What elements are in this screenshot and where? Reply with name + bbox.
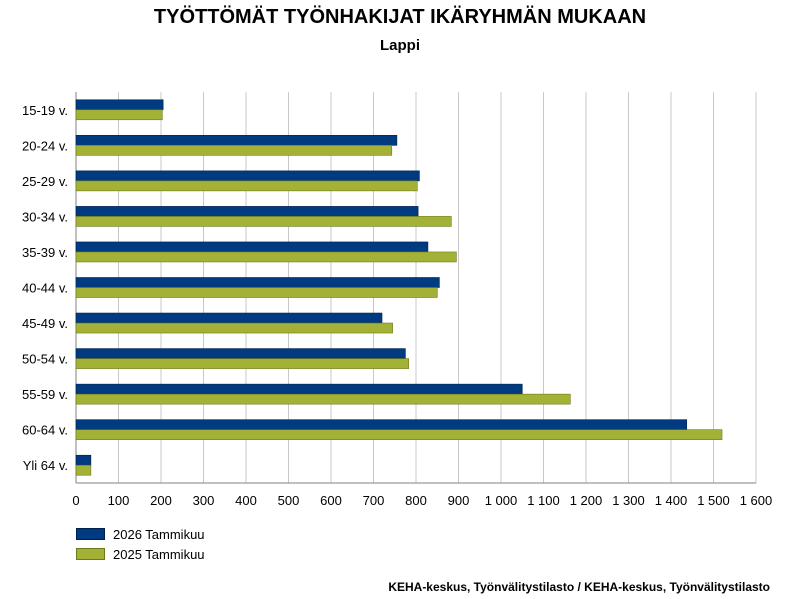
y-tick-label: 35-39 v. bbox=[22, 245, 68, 260]
x-tick-label: 0 bbox=[72, 493, 79, 508]
bar bbox=[75, 145, 393, 156]
bar-chart: 0 100 200 300 400 500 600 700 800 900 1 000 1 100 1 … bbox=[22, 92, 773, 508]
legend: 2026 Tammikuu 2025 Tammikuu bbox=[76, 524, 205, 564]
y-tick-label: 55-59 v. bbox=[22, 387, 68, 402]
legend-label-2025: 2025 Tammikuu bbox=[113, 546, 205, 562]
bar bbox=[75, 464, 92, 476]
bar bbox=[75, 135, 398, 146]
y-tick-label: 60-64 v. bbox=[22, 423, 68, 438]
bar bbox=[75, 322, 393, 334]
bar bbox=[75, 277, 440, 288]
bar bbox=[75, 241, 429, 253]
bar bbox=[75, 429, 723, 440]
bar bbox=[75, 383, 523, 395]
bar bbox=[75, 419, 688, 430]
x-tick-label: 900 bbox=[448, 493, 470, 508]
x-tick-label: 1 300 bbox=[612, 493, 645, 508]
x-tick-label: 1 100 bbox=[527, 493, 560, 508]
y-tick-label: 20-24 v. bbox=[22, 138, 68, 153]
bar bbox=[75, 312, 383, 324]
x-tick-label: 200 bbox=[150, 493, 172, 508]
x-tick-label: 1 000 bbox=[485, 493, 518, 508]
x-tick-label: 400 bbox=[235, 493, 257, 508]
x-tick-label: 300 bbox=[193, 493, 215, 508]
y-tick-label: 30-34 v. bbox=[22, 209, 68, 224]
legend-item-2026: 2026 Tammikuu bbox=[76, 524, 205, 544]
chart-subtitle: Lappi bbox=[380, 37, 420, 54]
bar bbox=[75, 216, 452, 227]
x-tick-label: 700 bbox=[363, 493, 385, 508]
chart-title: TYÖTTÖMÄT TYÖNHAKIJAT IKÄRYHMÄN MUKAAN bbox=[153, 6, 647, 28]
bar bbox=[75, 358, 410, 369]
y-tick-label: 25-29 v. bbox=[22, 174, 68, 189]
legend-swatch-2025 bbox=[76, 548, 105, 560]
bar bbox=[75, 206, 419, 217]
bar bbox=[75, 170, 420, 182]
legend-label-2026: 2026 Tammikuu bbox=[113, 526, 205, 542]
y-tick-label: 50-54 v. bbox=[22, 352, 68, 367]
x-tick-label: 800 bbox=[405, 493, 427, 508]
source-note: KEHA-keskus, Työnvälitystilasto / KEHA-k… bbox=[388, 580, 770, 594]
bar bbox=[75, 287, 438, 298]
legend-swatch-2026 bbox=[76, 528, 105, 540]
bar bbox=[75, 348, 406, 359]
x-tick-label: 600 bbox=[320, 493, 342, 508]
bar bbox=[75, 393, 571, 405]
x-tick-label: 1 600 bbox=[740, 493, 773, 508]
bar bbox=[75, 99, 164, 111]
x-tick-label: 1 400 bbox=[655, 493, 688, 508]
bar bbox=[75, 109, 163, 121]
x-tick-label: 1 500 bbox=[697, 493, 730, 508]
x-tick-label: 100 bbox=[108, 493, 130, 508]
y-tick-label: 15-19 v. bbox=[22, 103, 68, 118]
y-tick-label: 40-44 v. bbox=[22, 281, 68, 296]
y-tick-label: 45-49 v. bbox=[22, 316, 68, 331]
x-tick-label: 500 bbox=[278, 493, 300, 508]
x-tick-label: 1 200 bbox=[570, 493, 603, 508]
y-tick-label: Yli 64 v. bbox=[23, 458, 68, 473]
bar bbox=[75, 180, 418, 192]
bar bbox=[75, 251, 457, 263]
bar bbox=[75, 454, 92, 466]
legend-item-2025: 2025 Tammikuu bbox=[76, 544, 205, 564]
